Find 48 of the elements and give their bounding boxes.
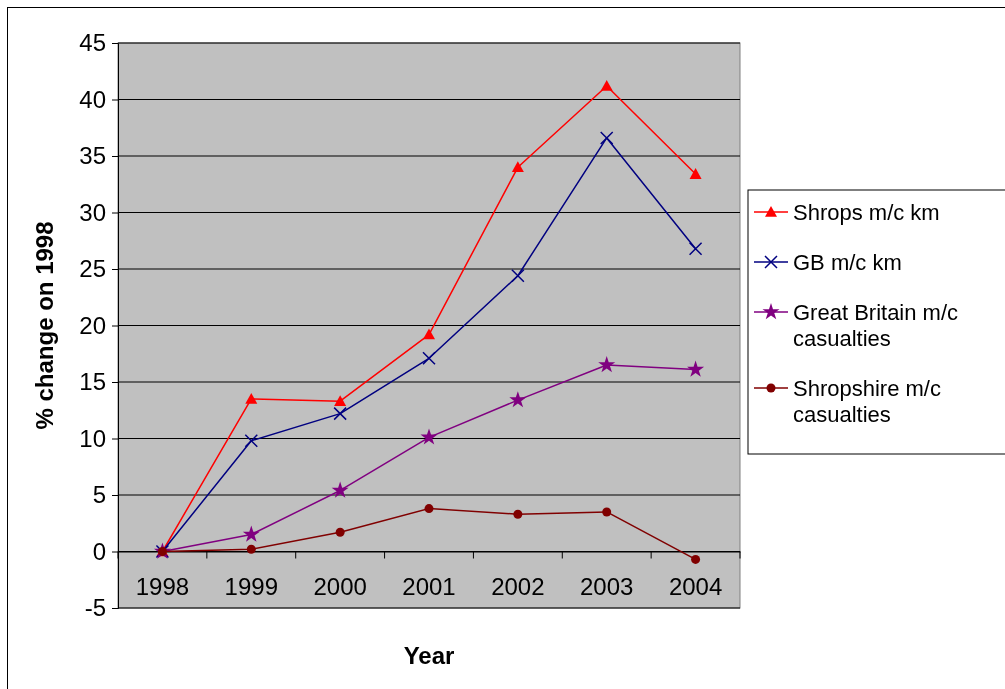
point — [511, 269, 525, 283]
point — [331, 481, 349, 498]
point — [424, 504, 434, 514]
y-tick-label: 25 — [79, 255, 106, 283]
y-tick-label: 0 — [92, 537, 106, 565]
point — [598, 356, 616, 373]
y-tick-label: 5 — [92, 481, 106, 509]
y-tick-label: 15 — [79, 368, 106, 396]
point — [422, 351, 436, 366]
point — [687, 360, 705, 377]
y-tick-label: 20 — [79, 311, 106, 339]
point — [509, 391, 527, 408]
y-tick-label: 30 — [79, 198, 106, 226]
x-tick-label: 2004 — [668, 572, 723, 600]
x-tick-label: 2003 — [580, 572, 634, 600]
point — [333, 406, 347, 421]
y-tick-label: -5 — [84, 594, 106, 622]
legend-label: Shropshire m/c casualties — [793, 376, 941, 427]
point — [246, 544, 256, 554]
point — [513, 509, 523, 519]
y-tick-label: 35 — [79, 142, 106, 170]
x-tick-label: 2002 — [491, 572, 545, 600]
legend-label: Shrops m/c km — [793, 200, 940, 225]
x-tick-label: 2000 — [313, 572, 367, 600]
point — [511, 161, 524, 173]
legend-label: GB m/c km — [793, 250, 902, 275]
point — [689, 168, 702, 179]
point — [600, 79, 613, 91]
point — [599, 131, 614, 145]
x-tick-label: 1998 — [135, 572, 190, 600]
point — [244, 434, 259, 448]
point — [334, 395, 347, 407]
y-axis-title: % change on 1998 — [31, 221, 58, 430]
point — [688, 241, 703, 256]
point — [420, 428, 438, 445]
x-axis-title: Year — [403, 642, 455, 669]
point — [602, 507, 612, 517]
legend-label: Great Britain m/c casualties — [793, 300, 959, 351]
point — [423, 328, 435, 340]
x-tick-label: 1999 — [224, 572, 278, 600]
y-tick-label: 10 — [79, 424, 106, 452]
x-tick-label: 2001 — [402, 572, 456, 600]
point — [245, 392, 258, 404]
y-tick-label: 45 — [79, 29, 106, 57]
point — [242, 525, 260, 542]
point — [335, 527, 345, 537]
y-tick-label: 40 — [79, 85, 106, 113]
point — [691, 554, 701, 564]
